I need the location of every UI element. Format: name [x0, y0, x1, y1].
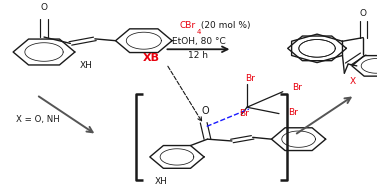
Text: X = O, NH: X = O, NH	[16, 115, 59, 124]
Text: O: O	[202, 106, 209, 116]
Text: O: O	[40, 2, 48, 11]
Text: Br: Br	[288, 108, 298, 117]
Text: CBr: CBr	[180, 21, 196, 30]
Text: Br: Br	[240, 109, 249, 118]
Text: EtOH, 80 °C: EtOH, 80 °C	[172, 36, 225, 45]
Text: XB: XB	[143, 53, 160, 63]
Text: XH: XH	[80, 61, 93, 70]
Text: O: O	[360, 9, 367, 18]
Text: (20 mol %): (20 mol %)	[198, 21, 251, 30]
Text: XH: XH	[155, 177, 168, 186]
Text: 12 h: 12 h	[188, 51, 208, 60]
Text: X: X	[350, 77, 356, 86]
Text: 4: 4	[197, 29, 201, 35]
Text: Br: Br	[292, 83, 302, 92]
Text: Br: Br	[245, 74, 255, 83]
